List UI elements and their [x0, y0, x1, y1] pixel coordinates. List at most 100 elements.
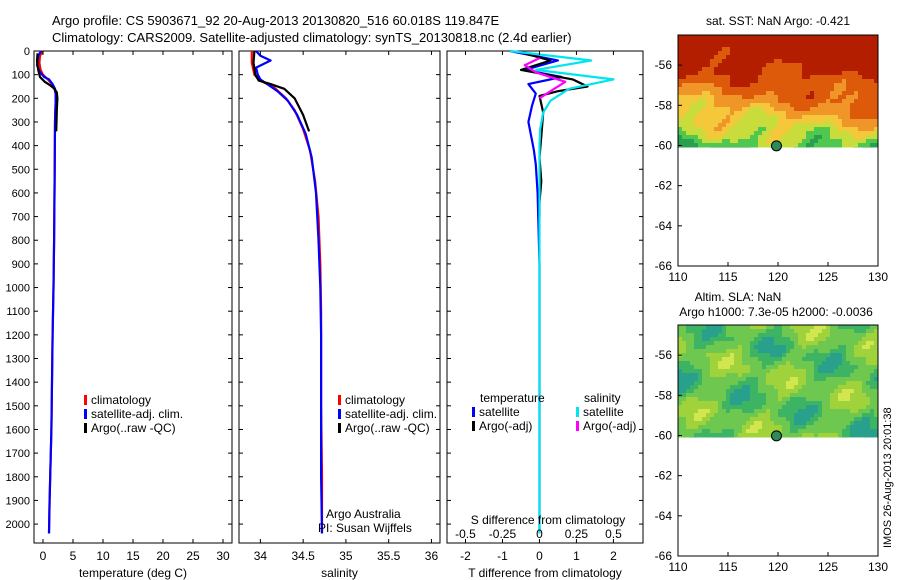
sst_map-cell [834, 103, 838, 107]
sla_map-cell [686, 393, 690, 397]
sla_map-cell [874, 333, 878, 337]
sla_map-cell [810, 337, 814, 341]
sla_map-cell [734, 357, 738, 361]
sst_map-cell [754, 103, 758, 107]
sst_map-cell [850, 39, 854, 43]
sla_map-cell [798, 381, 802, 385]
sla_map-cell [838, 345, 842, 349]
sst_map-cell [690, 139, 694, 143]
sst_map-cell [838, 87, 842, 91]
sla_map-cell [874, 421, 878, 425]
sst_map-cell [814, 35, 818, 39]
sst_map-cell [826, 115, 830, 119]
sla_map-cell [754, 373, 758, 377]
sst_map-cell [862, 51, 866, 55]
sst_map-cell [758, 107, 762, 111]
sst_map-cell [730, 139, 734, 143]
sla_map-cell [830, 401, 834, 405]
sst_map-cell [714, 99, 718, 103]
sla_map-cell [722, 361, 726, 365]
sst_map-cell [810, 59, 814, 63]
sla_map-cell [730, 401, 734, 405]
sst_map-cell [854, 107, 858, 111]
sla_map-cell [850, 397, 854, 401]
sla_map-cell [774, 421, 778, 425]
temperature-xlabel: temperature (deg C) [79, 566, 187, 580]
differences-series-2 [519, 52, 589, 217]
sla_map-cell [778, 413, 782, 417]
sst_map-cell [814, 67, 818, 71]
sst_map-cell [778, 127, 782, 131]
sst_map-cell [790, 95, 794, 99]
sst_map-cell [682, 119, 686, 123]
sla_map-cell [802, 325, 806, 329]
sla_map-cell [806, 429, 810, 433]
sla_map-cell [782, 365, 786, 369]
sst_map-cell [682, 67, 686, 71]
sla_map-cell [862, 341, 866, 345]
sla_map-cell [782, 345, 786, 349]
sst_map-cell [794, 91, 798, 95]
sla_map-cell [698, 385, 702, 389]
sla_map-cell [822, 329, 826, 333]
sla_map-cell [690, 421, 694, 425]
sst_map-cell [846, 143, 850, 147]
sst_map-cell [838, 107, 842, 111]
sla_map-cell [842, 385, 846, 389]
sla_map-cell [858, 381, 862, 385]
sla_map-cell [874, 373, 878, 377]
sst_map-cell [818, 63, 822, 67]
sla_map-cell [834, 405, 838, 409]
sla_map-cell [726, 333, 730, 337]
sst_map-cell [870, 47, 874, 51]
sst_map-cell [806, 71, 810, 75]
sst_map-cell [714, 111, 718, 115]
sla_map-cell [730, 393, 734, 397]
sla_map-cell [690, 353, 694, 357]
sst_map-cell [874, 135, 878, 139]
sla_map-cell [874, 409, 878, 413]
sst_map-cell [874, 71, 878, 75]
sla_map-cell [690, 389, 694, 393]
sst_map-cell [786, 91, 790, 95]
sst_map-cell [718, 39, 722, 43]
sst_map-cell [702, 139, 706, 143]
sla_map-cell [762, 409, 766, 413]
sst_map-cell [814, 79, 818, 83]
sla_map-cell [762, 421, 766, 425]
sla_map-cell [778, 373, 782, 377]
sst_map-cell [690, 67, 694, 71]
sla_map-cell [842, 389, 846, 393]
sst_map-cell [798, 35, 802, 39]
sla_map-cell [870, 361, 874, 365]
sla_map-cell [734, 417, 738, 421]
sla_map-cell [830, 433, 834, 437]
sla_map-cell [678, 329, 682, 333]
sst_map-cell [854, 127, 858, 131]
sla_map-cell [730, 413, 734, 417]
sla_map-cell [854, 389, 858, 393]
sst_map-cell [758, 91, 762, 95]
sla_map-cell [766, 385, 770, 389]
sst_map-cell [866, 107, 870, 111]
sst_map-cell [690, 107, 694, 111]
sla_map-cell [682, 409, 686, 413]
sst_map-cell [862, 35, 866, 39]
sst_map-cell [802, 143, 806, 147]
sla_map-float-marker [770, 430, 782, 442]
sla_map-cell [806, 345, 810, 349]
sla_map-cell [742, 373, 746, 377]
sst_map-cell [794, 59, 798, 63]
sst_map-cell [842, 59, 846, 63]
sst_map-cell [746, 67, 750, 71]
sla_map-cell [766, 329, 770, 333]
sla_map-cell [870, 401, 874, 405]
sla_map-cell [734, 429, 738, 433]
sst_map-cell [718, 111, 722, 115]
sst_map-cell [838, 59, 842, 63]
sst_map-cell [730, 115, 734, 119]
sst_map-cell [722, 135, 726, 139]
sla_map-cell [762, 377, 766, 381]
sst_map-cell [838, 71, 842, 75]
sst_map-cell [854, 55, 858, 59]
